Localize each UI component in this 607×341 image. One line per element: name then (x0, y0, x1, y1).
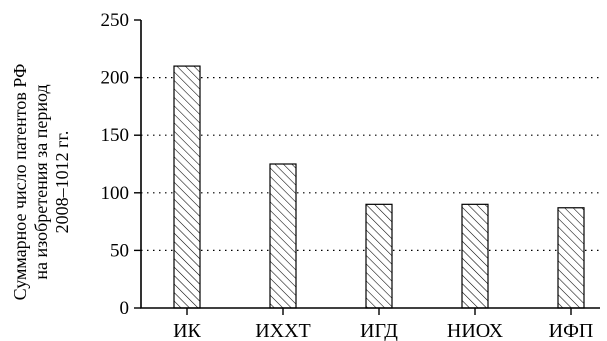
y-tick-label-150: 150 (101, 125, 130, 146)
y-ticks: 0 50 100 150 200 250 (101, 10, 141, 319)
y-tick-label-100: 100 (101, 183, 130, 204)
bar-3 (365, 203, 393, 309)
y-tick-label-50: 50 (110, 240, 129, 261)
x-tick-label-5: ИФП (549, 320, 594, 341)
y-axis-label-line-3: 2008–1012 гг. (52, 131, 72, 234)
bar-5 (557, 207, 585, 309)
bars (173, 65, 585, 309)
bar-1 (173, 65, 201, 309)
bar-4 (461, 203, 489, 309)
x-tick-label-1: ИК (173, 320, 201, 341)
y-tick-label-0: 0 (120, 298, 130, 319)
y-axis-label-line-2: на изобретения за период (31, 84, 51, 279)
y-tick-label-200: 200 (101, 68, 130, 89)
y-tick-label-250: 250 (101, 10, 130, 31)
x-tick-label-3: ИГД (360, 320, 398, 341)
y-axis-label-line-1: Суммарное число патентов РФ (10, 64, 30, 301)
x-ticks: ИК ИХХТ ИГД НИОХ ИФП (173, 308, 593, 341)
x-tick-label-4: НИОХ (447, 320, 504, 341)
x-tick-label-2: ИХХТ (255, 320, 311, 341)
bar-2 (269, 163, 297, 309)
y-axis-label: Суммарное число патентов РФ на изобретен… (10, 64, 72, 301)
